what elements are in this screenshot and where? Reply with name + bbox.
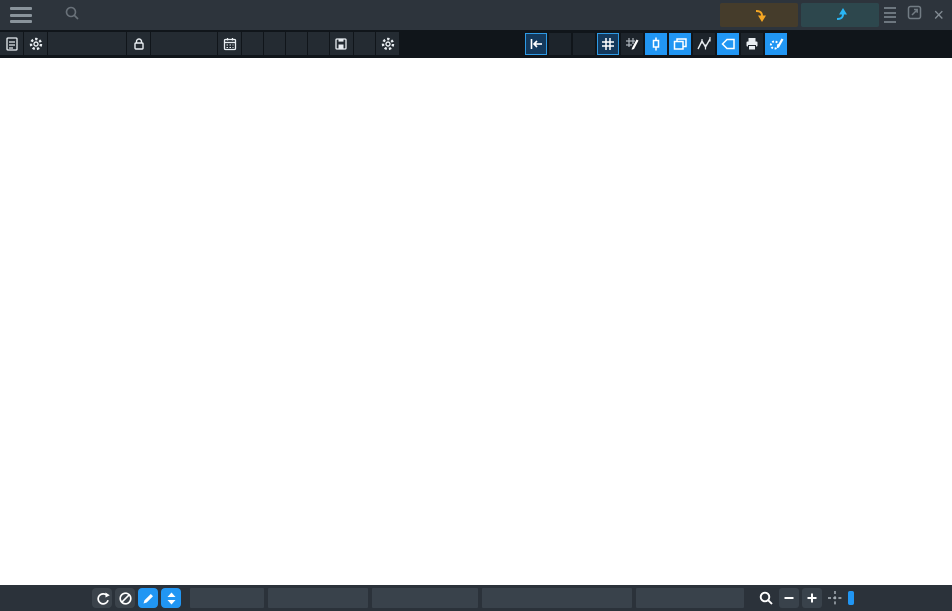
range-selector[interactable]: [151, 32, 217, 55]
zoom-in-button[interactable]: [802, 588, 822, 608]
ask-price-button[interactable]: [801, 3, 880, 27]
popout-icon[interactable]: [907, 5, 923, 26]
calendar-icon[interactable]: [218, 32, 241, 55]
menu-period[interactable]: [190, 588, 264, 608]
text-tool-icon[interactable]: [573, 33, 595, 55]
chart-settings-icon[interactable]: [765, 33, 787, 55]
chart-toolbar: [0, 30, 952, 58]
lock-icon[interactable]: [127, 32, 150, 55]
undo-tool-icon[interactable]: [525, 33, 547, 55]
grid-edit-icon[interactable]: [621, 33, 643, 55]
grid-toggle-icon[interactable]: [597, 33, 619, 55]
layout-slot-1[interactable]: [264, 32, 285, 55]
print-icon[interactable]: [741, 33, 763, 55]
period-selector[interactable]: [48, 32, 126, 55]
close-icon[interactable]: ×: [933, 5, 944, 25]
search-icon[interactable]: [64, 5, 80, 26]
draw-pencil-icon[interactable]: [138, 588, 158, 608]
settings-gear-icon[interactable]: [24, 32, 47, 55]
price-label-icon[interactable]: [717, 33, 739, 55]
disable-drawings-icon[interactable]: [115, 588, 135, 608]
interval-d-button[interactable]: [242, 32, 263, 55]
layout-slot-2[interactable]: [286, 32, 307, 55]
layout-slot-5[interactable]: [354, 32, 375, 55]
digits-display-toggle[interactable]: [848, 591, 854, 605]
layout-gear-icon[interactable]: [376, 32, 399, 55]
menu-technical-analysis[interactable]: [372, 588, 478, 608]
watchlist-icon[interactable]: [0, 32, 23, 55]
price-chart[interactable]: [0, 58, 952, 585]
sort-arrows-icon[interactable]: [161, 588, 181, 608]
title-bar: ×: [0, 0, 952, 30]
zoom-out-button[interactable]: [779, 588, 799, 608]
save-layout-icon[interactable]: [330, 32, 353, 55]
menu-chart-type[interactable]: [268, 588, 368, 608]
crosshair-icon[interactable]: [825, 588, 845, 608]
stacked-lines-icon[interactable]: [884, 7, 897, 23]
percent-scale-icon[interactable]: [549, 33, 571, 55]
layout-slot-3[interactable]: [308, 32, 329, 55]
bottom-toolbar: [0, 585, 952, 611]
menu-pattern-radar[interactable]: [636, 588, 744, 608]
layers-icon[interactable]: [669, 33, 691, 55]
candle-style-icon[interactable]: [645, 33, 667, 55]
zoom-search-icon[interactable]: [756, 588, 776, 608]
arrow-down-icon: [756, 10, 767, 22]
refresh-icon[interactable]: [92, 588, 112, 608]
arrow-up-icon: [837, 8, 848, 20]
bid-price-button[interactable]: [720, 3, 799, 27]
trendlines-icon[interactable]: [693, 33, 715, 55]
menu-icon[interactable]: [10, 7, 32, 23]
menu-drawing-tools[interactable]: [482, 588, 632, 608]
